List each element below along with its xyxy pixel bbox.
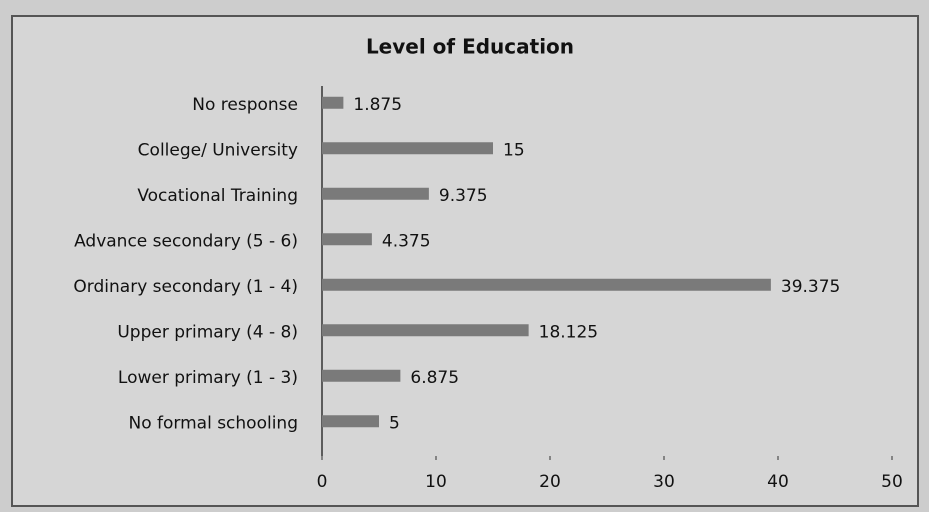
value-label: 9.375	[439, 186, 488, 206]
x-tick-label: 30	[653, 472, 675, 492]
bar	[322, 324, 529, 337]
y-tick-label: Vocational Training	[137, 186, 298, 206]
y-tick-label: Ordinary secondary (1 - 4)	[73, 277, 298, 297]
y-tick-label: College/ University	[138, 140, 298, 160]
y-tick-label: Advance secondary (5 - 6)	[74, 231, 298, 251]
value-label: 6.875	[410, 368, 459, 388]
bar	[322, 415, 379, 428]
chart-frame	[11, 15, 919, 507]
bar	[322, 278, 771, 291]
chart-title: Level of Education	[366, 35, 574, 59]
bar	[322, 369, 401, 382]
value-label: 39.375	[781, 277, 840, 297]
x-tick-label: 10	[425, 472, 447, 492]
y-tick-label: No response	[192, 95, 298, 115]
y-tick-label: Upper primary (4 - 8)	[117, 322, 298, 342]
bar	[322, 187, 429, 200]
bar	[322, 142, 493, 155]
y-tick-label: No formal schooling	[129, 413, 299, 433]
x-tick-label: 0	[317, 472, 328, 492]
value-label: 1.875	[353, 95, 402, 115]
x-tick-label: 50	[881, 472, 903, 492]
bar	[322, 96, 344, 109]
y-tick-label: Lower primary (1 - 3)	[118, 368, 298, 388]
x-tick-label: 20	[539, 472, 561, 492]
value-label: 15	[503, 140, 525, 160]
value-label: 5	[389, 413, 400, 433]
bar	[322, 233, 372, 246]
value-label: 18.125	[539, 322, 598, 342]
value-label: 4.375	[382, 231, 431, 251]
x-tick-label: 40	[767, 472, 789, 492]
